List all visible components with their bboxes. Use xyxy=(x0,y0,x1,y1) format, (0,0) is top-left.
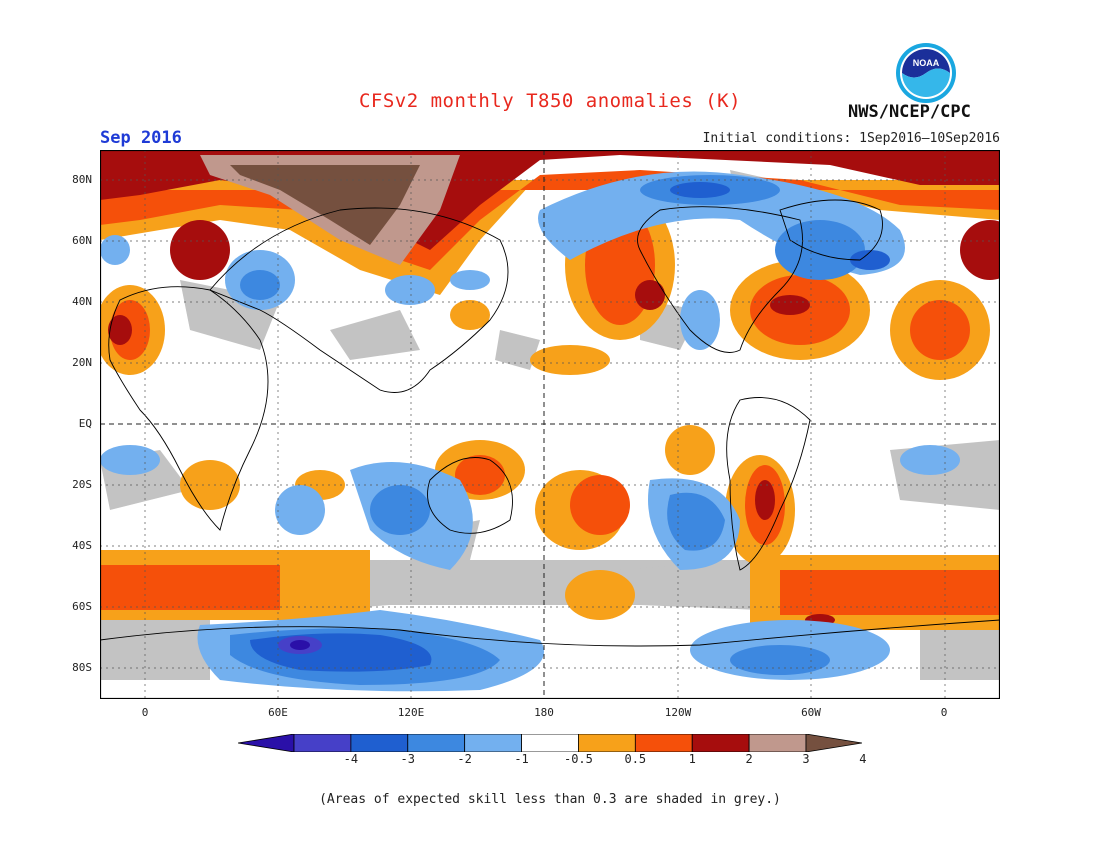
lat-label: 60N xyxy=(72,234,92,247)
graticule xyxy=(100,150,1000,699)
colorbar-box xyxy=(691,734,750,752)
colorbar-box xyxy=(464,734,522,752)
lat-label: 80N xyxy=(72,173,92,186)
coastlines xyxy=(100,199,1000,647)
lat-label: 40S xyxy=(72,539,92,552)
lat-label: 20S xyxy=(72,478,92,491)
colorbar-tick-label: 0.5 xyxy=(624,752,647,766)
colorbar-box xyxy=(521,734,579,752)
colorbar-max-triangle xyxy=(805,734,862,752)
equator-dateline xyxy=(100,150,1000,699)
colorbar-tick-label: 1 xyxy=(688,752,696,766)
lat-label: 40N xyxy=(72,295,92,308)
positive-anomaly-3-4 xyxy=(200,155,460,265)
colorbar-tick-label: -1 xyxy=(514,752,529,766)
colorbar-box xyxy=(350,734,409,752)
colorbar-tick-label: 2 xyxy=(745,752,753,766)
lat-label: 80S xyxy=(72,661,92,674)
lat-label: 60S xyxy=(72,600,92,613)
lat-label: EQ xyxy=(78,417,92,430)
lon-label: 180 xyxy=(534,706,554,719)
colorbar-tick-label: -2 xyxy=(457,752,472,766)
colorbar-tick-label: -0.5 xyxy=(563,752,593,766)
noaa-logo-icon: NOAA xyxy=(896,43,956,103)
colorbar-box xyxy=(578,734,636,752)
forecast-month: Sep 2016 xyxy=(100,128,182,148)
lat-label: 20N xyxy=(72,356,92,369)
colorbar-box xyxy=(407,734,466,752)
colorbar-tick-label: 3 xyxy=(802,752,810,766)
lon-label: 60W xyxy=(801,706,821,719)
lon-label: 120E xyxy=(397,706,425,719)
lon-label: 120W xyxy=(664,706,692,719)
colorbar-min-triangle xyxy=(238,734,295,752)
agency-label: NWS/NCEP/CPC xyxy=(848,102,971,122)
anomaly-map xyxy=(100,150,1000,699)
colorbar xyxy=(238,734,862,752)
svg-text:NOAA: NOAA xyxy=(913,58,940,68)
lon-label: 0 xyxy=(141,706,149,719)
colorbar-box xyxy=(748,734,807,752)
lon-label: 60E xyxy=(268,706,288,719)
lon-label: 0 xyxy=(940,706,948,719)
map-title: CFSv2 monthly T850 anomalies (K) xyxy=(358,90,742,112)
colorbar-tick-label: 4 xyxy=(859,752,867,766)
colorbar-box xyxy=(634,734,693,752)
colorbar-tick-label: -3 xyxy=(400,752,415,766)
initial-conditions: Initial conditions: 1Sep2016–10Sep2016 xyxy=(702,131,1000,146)
skill-footnote: (Areas of expected skill less than 0.3 a… xyxy=(319,792,781,807)
colorbar-tick-label: -4 xyxy=(343,752,359,766)
negative-anomaly-3-4 xyxy=(278,636,322,654)
colorbar-box xyxy=(293,734,352,752)
